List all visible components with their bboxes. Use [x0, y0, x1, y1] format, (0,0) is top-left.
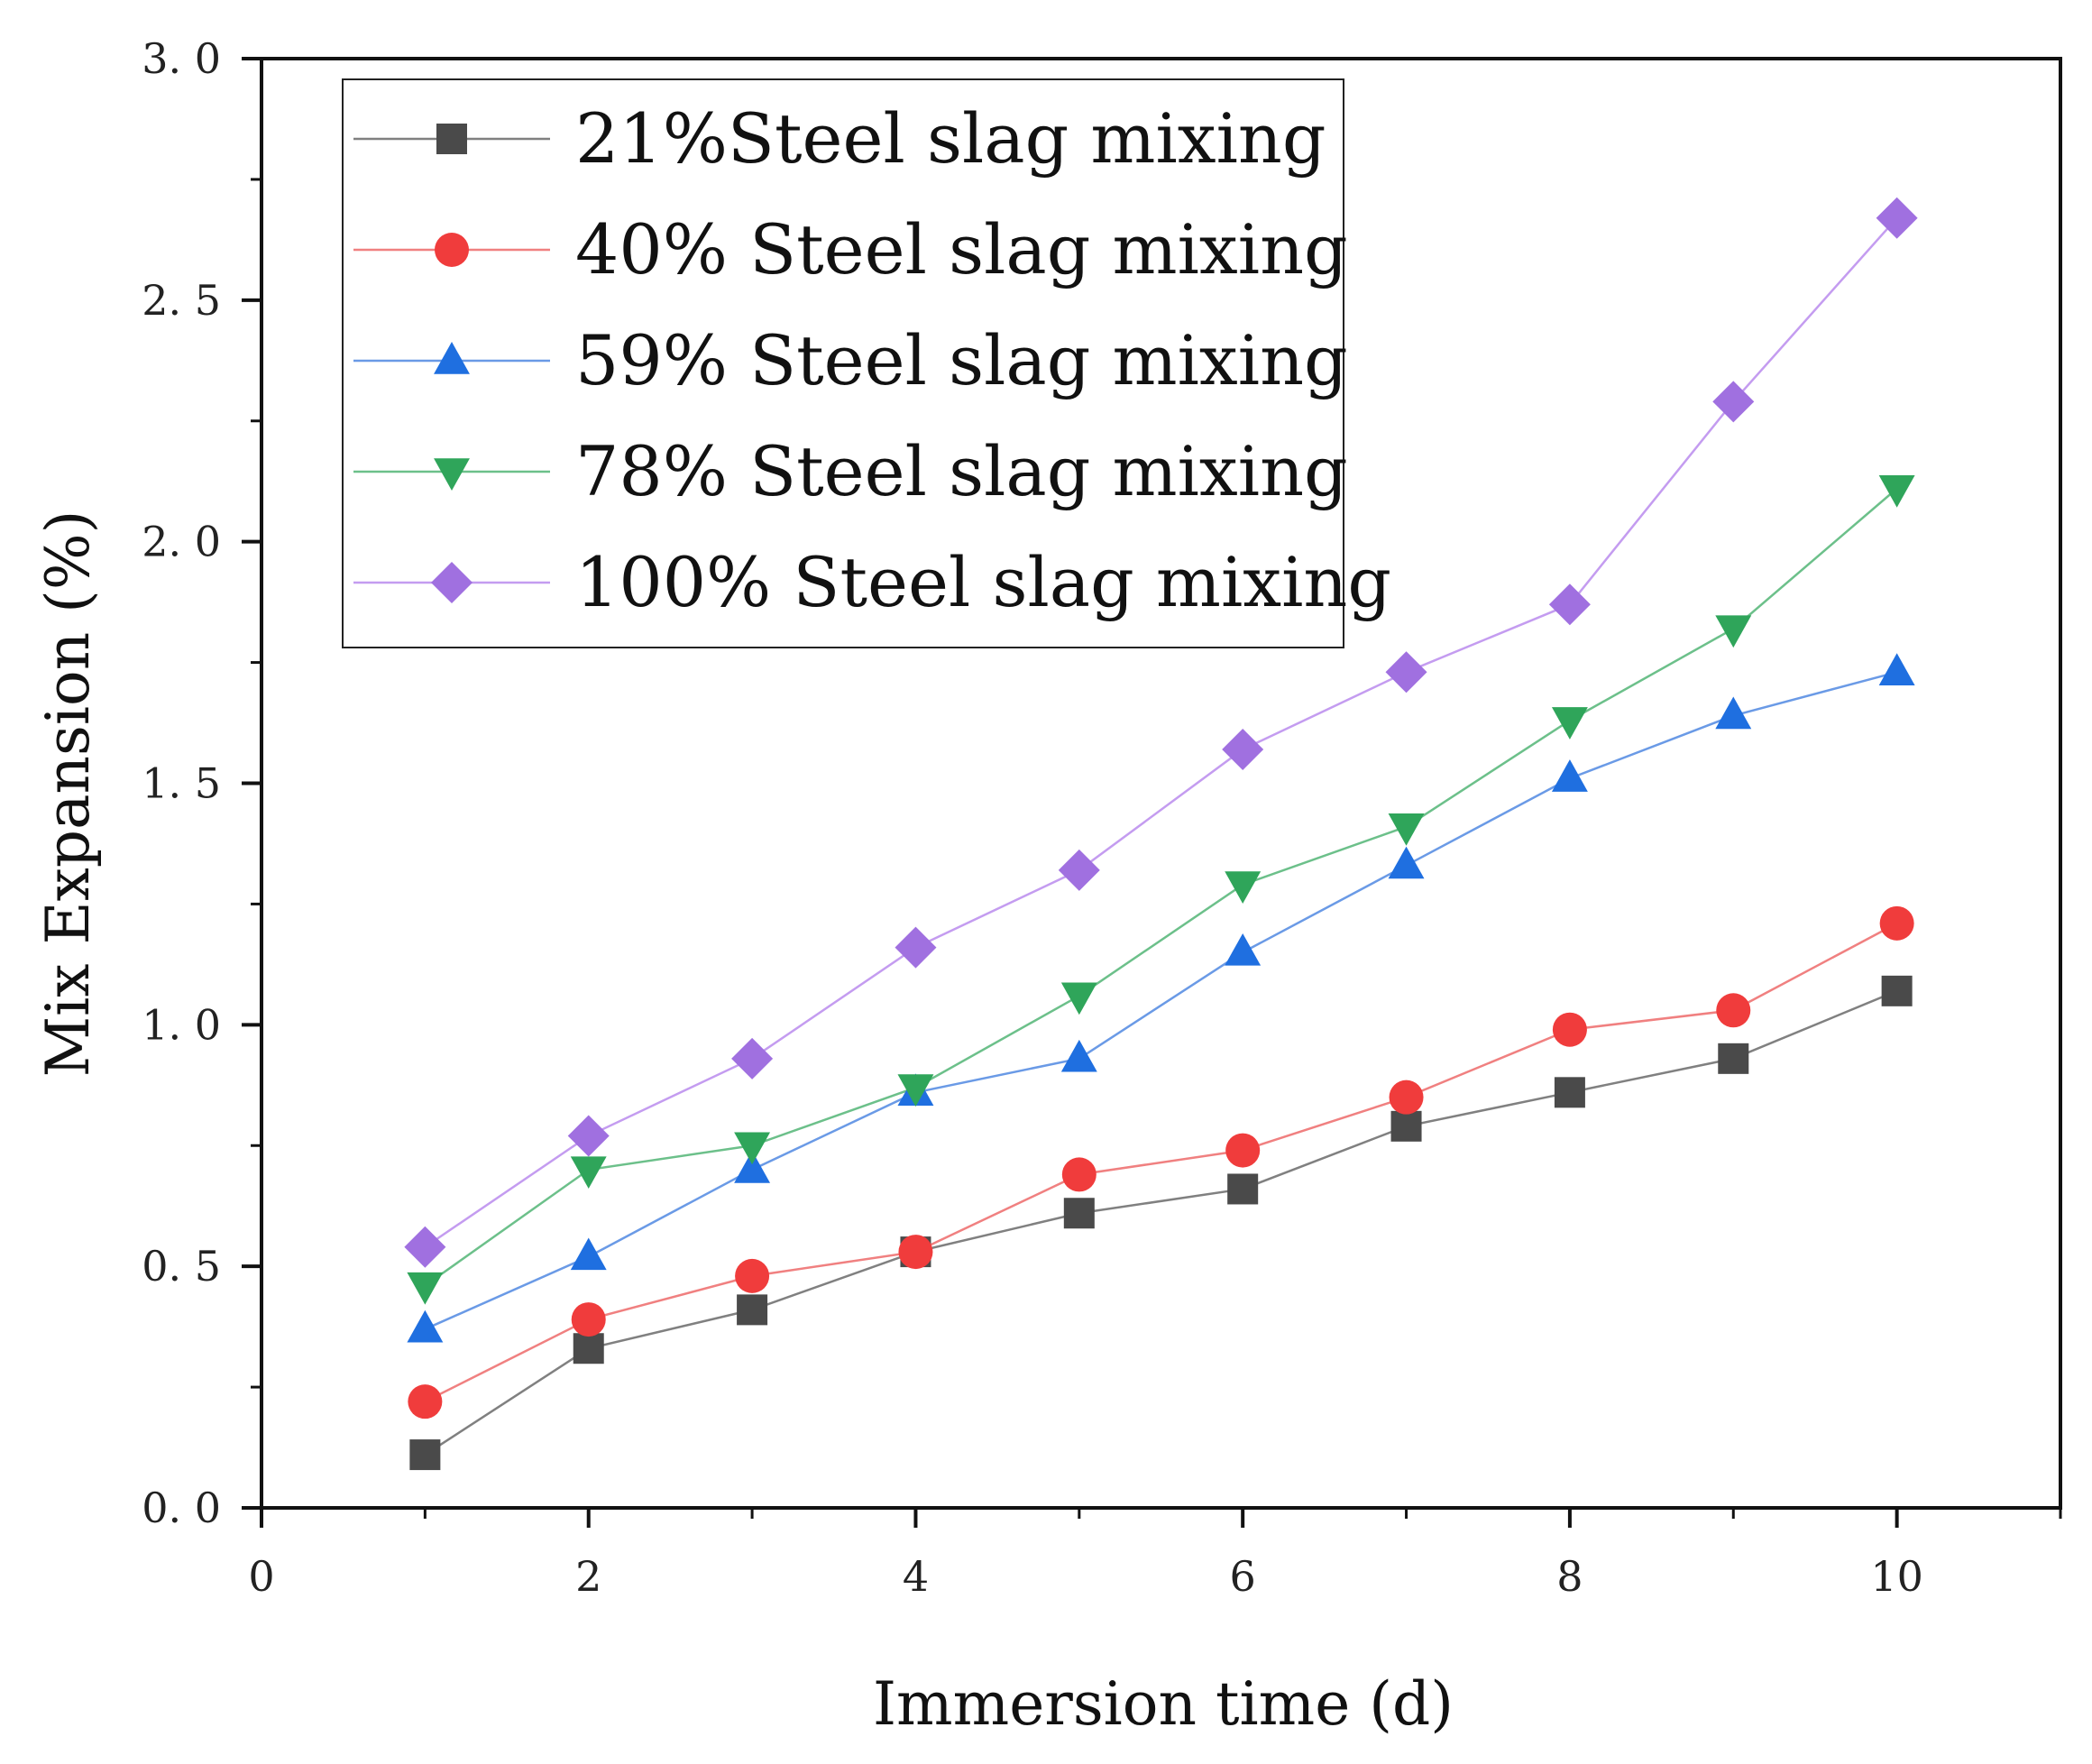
x-tick-label: 6	[1230, 1552, 1256, 1601]
y-tick-label: 1. 5	[142, 759, 221, 808]
series-1-point	[1390, 1110, 1422, 1142]
series-2-point	[1879, 905, 1914, 941]
series-5-point	[1876, 197, 1918, 239]
y-tick-label: 1. 0	[142, 1000, 221, 1049]
series-1-point	[573, 1333, 604, 1364]
legend-label: 40% Steel slag mixing	[575, 209, 1348, 289]
series-3-point	[1551, 759, 1588, 792]
series-2-point	[1389, 1080, 1424, 1115]
x-tick-label: 8	[1556, 1552, 1583, 1601]
series-2-point	[735, 1258, 770, 1293]
x-tick-label: 2	[575, 1552, 601, 1601]
series-5-point	[1058, 849, 1100, 891]
axis-ticks: 0 2 4 6 8 10 0. 0 0. 5 1. 0 1. 5 2. 0 2. 5 3. 0	[142, 34, 2062, 1601]
x-tick-label: 4	[903, 1552, 929, 1601]
series-4-point	[1878, 475, 1915, 508]
series-line-2	[424, 922, 1898, 1403]
y-axis-title: Mix Expansion (%)	[33, 510, 103, 1078]
series-5-point	[567, 1115, 610, 1157]
legend-marker-5	[431, 562, 473, 603]
series-2-point	[1716, 993, 1751, 1028]
series-5-point	[404, 1226, 446, 1268]
series-5-point	[1385, 651, 1427, 694]
x-axis-title: Immersion time (d)	[873, 1669, 1454, 1739]
series-1-point	[1554, 1077, 1585, 1108]
y-tick-label: 3. 0	[142, 34, 221, 83]
legend: 21%Steel slag mixing 40% Steel slag mixin…	[342, 78, 1391, 648]
series-2-point	[571, 1302, 606, 1337]
series-line-5	[424, 216, 1898, 1248]
series-4-point	[570, 1156, 607, 1190]
series-1-point	[737, 1294, 768, 1326]
series-1-point	[1227, 1173, 1259, 1205]
series-3-point	[407, 1309, 444, 1343]
series-4-point	[1715, 615, 1752, 648]
legend-label: 100% Steel slag mixing	[575, 542, 1391, 622]
series-3-point	[1878, 653, 1915, 685]
series-3-point	[1715, 696, 1752, 730]
series-4-point	[407, 1272, 444, 1305]
series-2-point	[1225, 1133, 1261, 1168]
series-1-point	[1063, 1198, 1095, 1229]
series-5-point	[1222, 729, 1264, 771]
series-4-point	[1225, 871, 1262, 904]
series-4-point	[1388, 813, 1425, 846]
series-4-point	[1551, 707, 1588, 740]
legend-label: 21%Steel slag mixing	[575, 98, 1326, 179]
series-2-point	[898, 1235, 933, 1270]
y-tick-label: 0. 0	[142, 1484, 221, 1532]
series-1-point	[1881, 975, 1913, 1006]
series-2-point	[408, 1384, 443, 1419]
y-tick-label: 0. 5	[142, 1242, 221, 1291]
series-5-point	[895, 926, 937, 969]
legend-label: 59% Steel slag mixing	[575, 320, 1348, 400]
series-3-point	[570, 1237, 607, 1271]
series-5-point	[731, 1037, 774, 1080]
y-tick-label: 2. 5	[142, 276, 221, 325]
series-markers	[404, 197, 1918, 1471]
series-1-point	[1718, 1043, 1749, 1074]
legend-marker-2	[435, 233, 469, 267]
legend-box	[342, 78, 1344, 648]
series-5-point	[1712, 381, 1755, 423]
legend-marker-1	[436, 124, 467, 154]
series-lines	[424, 216, 1898, 1456]
series-2-point	[1552, 1012, 1587, 1047]
series-3-point	[734, 1151, 771, 1183]
series-4-point	[734, 1132, 771, 1165]
series-line-3	[424, 671, 1897, 1330]
series-line-1	[424, 989, 1898, 1456]
series-3-point	[1060, 1039, 1097, 1072]
x-tick-label: 10	[1870, 1552, 1923, 1601]
series-line-4	[424, 487, 1898, 1287]
series-1-point	[409, 1439, 441, 1471]
legend-marker-3	[434, 342, 470, 374]
series-2-point	[1061, 1157, 1096, 1192]
series-5-point	[1548, 583, 1591, 626]
series-4-point	[1060, 982, 1097, 1015]
legend-label: 78% Steel slag mixing	[575, 431, 1348, 511]
x-tick-label: 0	[248, 1552, 274, 1601]
legend-marker-4	[434, 458, 470, 491]
series-3-point	[1225, 933, 1262, 966]
y-tick-label: 2. 0	[142, 518, 221, 566]
series-4-point	[897, 1074, 934, 1107]
series-3-point	[1388, 846, 1425, 879]
